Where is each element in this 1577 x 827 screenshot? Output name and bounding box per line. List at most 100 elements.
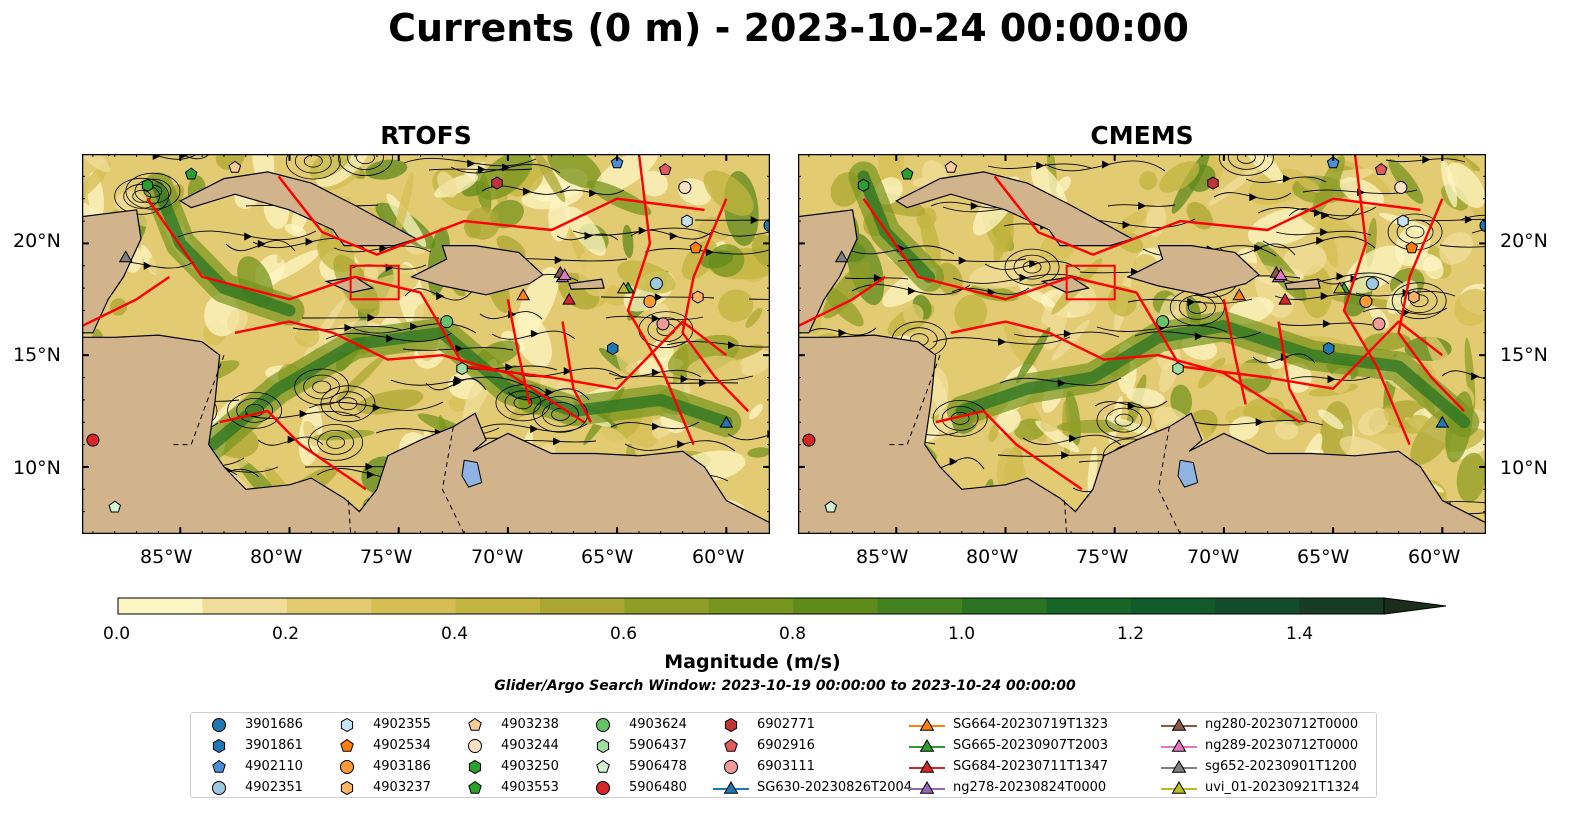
lon-tick-80w: 80°W	[966, 546, 1019, 568]
platform-marker	[1156, 315, 1170, 329]
platform-marker	[440, 315, 454, 329]
legend-marker	[340, 760, 354, 774]
legend-marker-icon	[340, 780, 354, 796]
legend-marker-icon	[340, 738, 354, 752]
colorbar-segment	[793, 598, 879, 614]
legend-marker	[724, 760, 738, 774]
map-panel-cmems[interactable]	[798, 154, 1486, 534]
platform-marker	[1374, 162, 1388, 175]
landmasses	[798, 154, 1486, 534]
legend-marker-icon	[596, 759, 610, 773]
platform-marker	[857, 178, 870, 192]
platform-marker	[1394, 181, 1408, 195]
lon-tick-65w: 65°W	[1297, 546, 1350, 568]
legend-marker-icon	[909, 739, 945, 752]
platform-marker	[184, 167, 198, 180]
colorbar-segment	[455, 598, 541, 614]
legend-marker-icon	[468, 739, 482, 753]
lat-tick-left-20n: 20°N	[13, 230, 61, 252]
legend-label: SG630-20230826T2004	[757, 780, 913, 795]
lake-maracaibo	[1177, 459, 1199, 488]
legend-marker-icon	[1161, 718, 1197, 731]
colorbar-segment	[1299, 598, 1385, 614]
legend-marker	[596, 759, 610, 773]
platform-marker	[86, 433, 100, 447]
legend-marker-icon	[909, 781, 945, 794]
map-frame	[798, 154, 1486, 534]
land-central	[798, 334, 1486, 534]
land-puertorico	[568, 278, 605, 290]
axis-ticks	[798, 154, 1486, 534]
legend-marker-icon	[1161, 760, 1197, 773]
platform-marker	[763, 219, 770, 233]
legend-marker	[340, 717, 354, 733]
legend-marker	[596, 781, 610, 795]
legend-label: 4903244	[501, 738, 559, 753]
platform-marker	[719, 415, 734, 428]
figure-title: Currents (0 m) - 2023-10-24 00:00:00	[388, 6, 1189, 50]
map-frame	[82, 154, 770, 534]
legend-label: 4903553	[501, 780, 559, 795]
legend-marker	[468, 759, 482, 775]
platform-marker	[616, 281, 631, 294]
platform-marker	[1172, 362, 1184, 376]
platform-marker	[1323, 341, 1335, 356]
legend-marker-icon	[468, 717, 482, 731]
colorbar-title: Magnitude (m/s)	[664, 651, 841, 673]
legend-marker-icon	[1161, 739, 1197, 752]
lat-tick-left-10n: 10°N	[13, 457, 61, 479]
colorbar-segment	[962, 598, 1047, 614]
lat-tick-right-10n: 10°N	[1500, 457, 1548, 479]
legend-marker-icon	[724, 738, 738, 752]
legend-label: 6903111	[757, 759, 815, 774]
legend-marker-icon	[340, 717, 354, 733]
legend-label: SG665-20230907T2003	[953, 738, 1109, 753]
legend-marker-icon	[596, 718, 610, 732]
colorbar-tick-4: 0.8	[779, 624, 807, 644]
legend-marker	[724, 738, 738, 752]
legend-marker-icon	[1161, 781, 1197, 794]
legend-label: 4903250	[501, 759, 559, 774]
lon-tick-75w: 75°W	[1076, 546, 1129, 568]
platform-marker	[1435, 415, 1450, 428]
land-cuba	[179, 171, 418, 247]
platform-marker	[1326, 156, 1340, 169]
legend-marker-icon	[212, 781, 226, 795]
colorbar-segment	[1215, 598, 1301, 614]
land-yucatan	[82, 154, 142, 334]
platform-marker	[649, 277, 663, 291]
lon-tick-75w: 75°W	[360, 546, 413, 568]
legend-label: sg652-20230901T1200	[1205, 759, 1357, 774]
legend-marker-icon	[468, 759, 482, 775]
legend-marker	[723, 781, 739, 794]
colorbar-segment	[624, 598, 710, 614]
platform-marker	[834, 250, 849, 263]
colorbar-tick-7: 1.4	[1286, 624, 1314, 644]
legend-label: 4903186	[373, 759, 431, 774]
platform-marker	[1408, 290, 1420, 304]
country-border	[885, 355, 941, 446]
country-border	[169, 355, 225, 446]
legend-marker	[919, 739, 935, 752]
landmasses	[82, 154, 770, 534]
legend-marker	[1171, 739, 1187, 752]
colorbar-segment	[540, 598, 625, 614]
legend-label: 3901686	[245, 717, 303, 732]
legend-marker-icon	[909, 718, 945, 731]
colorbar-segment	[286, 598, 372, 614]
land-yucatan	[798, 154, 858, 334]
country-border	[348, 500, 352, 534]
axis-ticks	[82, 154, 770, 534]
colorbar-extend-arrow	[1383, 597, 1447, 615]
map-panel-rtofs[interactable]	[82, 154, 770, 534]
legend-marker	[724, 717, 738, 733]
legend-marker-icon	[909, 760, 945, 773]
platform-marker	[1479, 219, 1486, 233]
land-jamaica	[1040, 276, 1091, 294]
platform-marker	[607, 341, 619, 356]
legend-label: 5906480	[629, 780, 687, 795]
legend-marker	[212, 759, 226, 773]
legend-marker	[596, 738, 610, 754]
land-hispaniola	[410, 244, 544, 296]
colorbar-tick-5: 1.0	[948, 624, 976, 644]
